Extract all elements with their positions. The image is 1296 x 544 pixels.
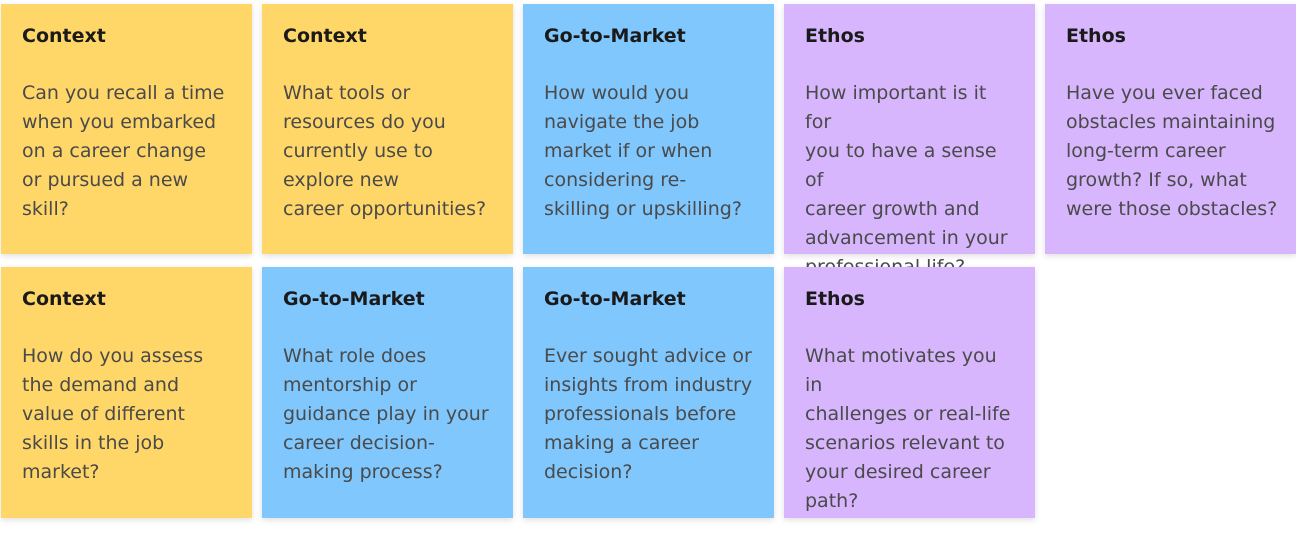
note-text-line: insights from industry [544,374,753,396]
note-category-label: Go-to-Market [544,25,686,47]
note-question-text: Have you ever faced obstacles maintainin… [1066,79,1278,224]
sticky-note-go-to-market[interactable]: Go-to-Market Ever sought advice or insig… [523,267,774,518]
note-text-line: navigate the job [544,111,700,133]
note-question-text: How do you assess the demand and value o… [22,342,234,487]
note-text-line: advancement in your [805,227,1008,249]
note-text-line: Can you recall a time [22,82,225,104]
note-text-line: considering re- [544,169,687,191]
note-text-line: guidance play in your [283,403,489,425]
note-text-line: skilling or upskilling? [544,198,742,220]
note-text-line: obstacles maintaining [1066,111,1276,133]
note-text-line: professionals before [544,403,737,425]
sticky-note-context[interactable]: Context How do you assess the demand and… [1,267,252,518]
note-question-text: What role does mentorship or guidance pl… [283,342,495,487]
note-text-line: decision? [544,461,633,483]
note-text-line: career opportunities? [283,198,487,220]
note-text-line: value of different [22,403,185,425]
note-category-label: Go-to-Market [283,288,425,310]
note-text-line: mentorship or [283,374,417,396]
sticky-note-go-to-market[interactable]: Go-to-Market What role does mentorship o… [262,267,513,518]
note-text-line: resources do you [283,111,446,133]
note-text-line: were those obstacles? [1066,198,1278,220]
note-question-text: How would you navigate the job market if… [544,79,756,224]
note-text-line: How important is it for [805,82,987,133]
note-question-text: Ever sought advice or insights from indu… [544,342,756,487]
sticky-note-ethos[interactable]: Ethos What motivates you in challenges o… [784,267,1035,518]
note-text-line: How do you assess [22,345,204,367]
note-category-label: Context [283,25,367,47]
note-question-text: What tools or resources do you currently… [283,79,495,224]
note-text-line: scenarios relevant to [805,432,1005,454]
note-question-text: What motivates you in challenges or real… [805,342,1017,516]
note-text-line: you to have a sense of [805,140,997,191]
note-text-line: your desired career [805,461,991,483]
sticky-note-context[interactable]: Context Can you recall a time when you e… [1,4,252,254]
note-question-text: How important is it for you to have a se… [805,79,1017,282]
note-text-line: What role does [283,345,427,367]
note-text-line: challenges or real-life [805,403,1011,425]
note-text-line: career decision- [283,432,435,454]
note-category-label: Ethos [805,288,865,310]
note-category-label: Ethos [805,25,865,47]
note-text-line: the demand and [22,374,180,396]
note-text-line: What tools or [283,82,411,104]
note-text-line: skill? [22,198,69,220]
note-text-line: explore new [283,169,399,191]
note-text-line: path? [805,490,859,512]
note-text-line: market? [22,461,100,483]
note-text-line: skills in the job [22,432,165,454]
note-category-label: Ethos [1066,25,1126,47]
note-text-line: making a career [544,432,699,454]
note-text-line: or pursued a new [22,169,189,191]
note-text-line: currently use to [283,140,433,162]
note-category-label: Context [22,288,106,310]
note-text-line: making process? [283,461,443,483]
sticky-note-ethos[interactable]: Ethos Have you ever faced obstacles main… [1045,4,1296,254]
note-category-label: Go-to-Market [544,288,686,310]
sticky-note-context[interactable]: Context What tools or resources do you c… [262,4,513,254]
note-text-line: career growth and [805,198,980,220]
note-text-line: when you embarked [22,111,217,133]
sticky-note-go-to-market[interactable]: Go-to-Market How would you navigate the … [523,4,774,254]
note-text-line: How would you [544,82,689,104]
note-text-line: What motivates you in [805,345,997,396]
sticky-note-ethos[interactable]: Ethos How important is it for you to hav… [784,4,1035,278]
note-text-line: long-term career [1066,140,1226,162]
note-text-line: growth? If so, what [1066,169,1247,191]
note-text-line: market if or when [544,140,713,162]
note-text-line: Have you ever faced [1066,82,1263,104]
note-text-line: on a career change [22,140,207,162]
note-question-text: Can you recall a time when you embarked … [22,79,234,224]
note-category-label: Context [22,25,106,47]
note-text-line: Ever sought advice or [544,345,752,367]
